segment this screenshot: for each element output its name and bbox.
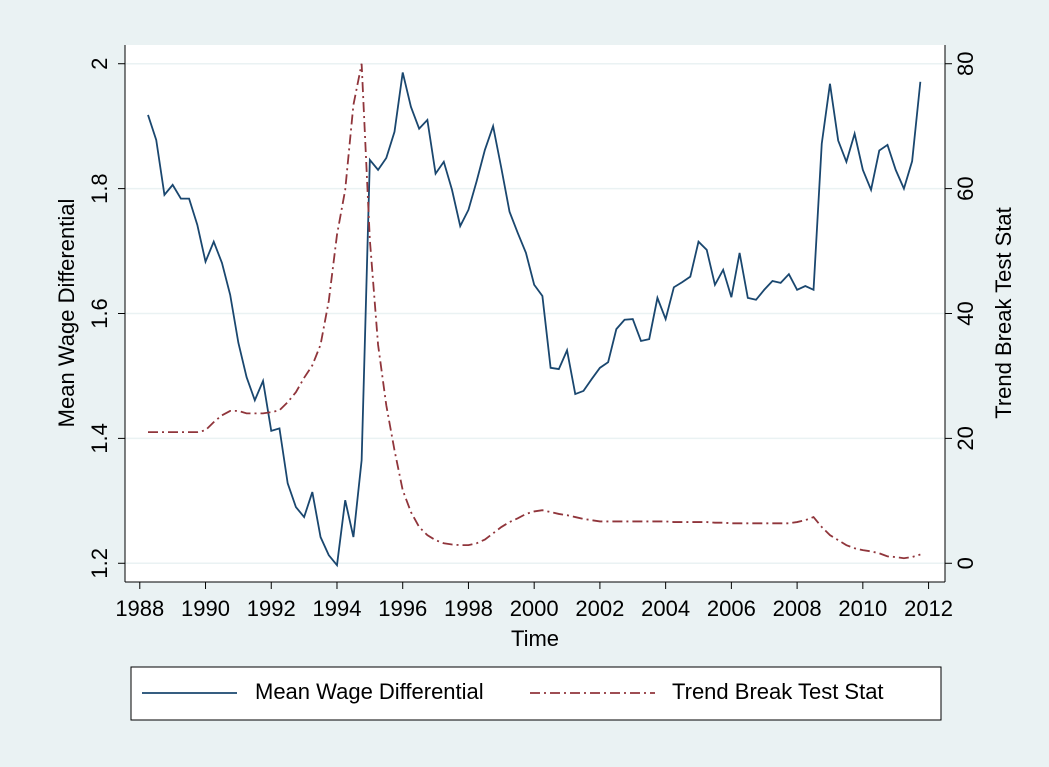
x-tick-label: 1988: [115, 596, 164, 621]
y-tick-label: 1.2: [87, 548, 112, 579]
x-tick-label: 1990: [181, 596, 230, 621]
x-tick-label: 2004: [641, 596, 690, 621]
x-tick-label: 2010: [838, 596, 887, 621]
y-tick-label: 1.6: [87, 298, 112, 329]
x-tick-label: 2012: [904, 596, 953, 621]
x-tick-label: 1996: [378, 596, 427, 621]
x-axis-title: Time: [511, 626, 559, 651]
y2-tick-label: 40: [953, 301, 978, 325]
x-tick-label: 1994: [313, 596, 362, 621]
x-tick-label: 1998: [444, 596, 493, 621]
series-line: [148, 63, 921, 560]
legend-label: Mean Wage Differential: [255, 679, 484, 704]
y-tick-label: 1.8: [87, 173, 112, 204]
y-tick-label: 1.4: [87, 423, 112, 454]
y2-tick-label: 60: [953, 176, 978, 200]
x-tick-label: 2006: [707, 596, 756, 621]
legend-label: Trend Break Test Stat: [672, 679, 884, 704]
y2-tick-label: 80: [953, 51, 978, 75]
x-tick-label: 2008: [773, 596, 822, 621]
y-tick-label: 2: [87, 58, 112, 70]
y2-axis-title: Trend Break Test Stat: [991, 207, 1016, 419]
x-tick-label: 1992: [247, 596, 296, 621]
x-tick-label: 2000: [510, 596, 559, 621]
y2-tick-label: 20: [953, 426, 978, 450]
y2-tick-label: 0: [953, 557, 978, 569]
y-axis-title: Mean Wage Differential: [54, 199, 79, 428]
x-tick-label: 2002: [575, 596, 624, 621]
series-line: [147, 72, 922, 568]
